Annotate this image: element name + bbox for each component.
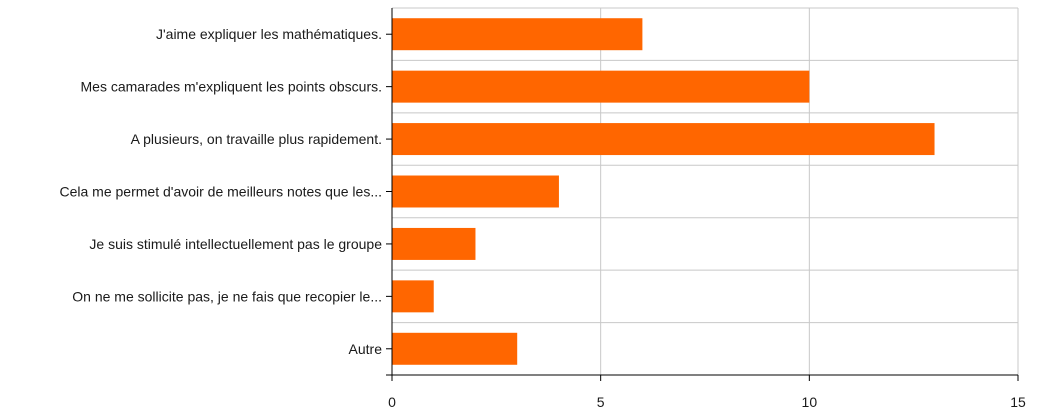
category-label: Mes camarades m'expliquent les points ob…	[81, 79, 382, 95]
bar	[392, 227, 476, 260]
category-label: Je suis stimulé intellectuellement pas l…	[89, 236, 382, 252]
category-label: J'aime expliquer les mathématiques.	[156, 26, 382, 42]
bars-layer	[392, 18, 935, 365]
bar	[392, 175, 559, 208]
category-label: A plusieurs, on travaille plus rapidemen…	[131, 131, 382, 147]
bar	[392, 123, 935, 156]
bar	[392, 280, 434, 313]
category-label: Cela me permet d'avoir de meilleurs note…	[60, 184, 383, 200]
category-label: On ne me sollicite pas, je ne fais que r…	[72, 288, 382, 304]
x-tick-label: 5	[597, 394, 605, 410]
x-tick-label: 0	[388, 394, 396, 410]
bar	[392, 332, 518, 365]
bar	[392, 70, 810, 103]
axis-layer	[386, 8, 1019, 381]
x-tick-label: 10	[802, 394, 818, 410]
bar	[392, 18, 643, 51]
x-tick-label: 15	[1010, 394, 1026, 410]
category-label: Autre	[349, 341, 383, 357]
labels-layer: J'aime expliquer les mathématiques. Mes c…	[60, 26, 1026, 410]
grid-layer	[391, 7, 1019, 376]
